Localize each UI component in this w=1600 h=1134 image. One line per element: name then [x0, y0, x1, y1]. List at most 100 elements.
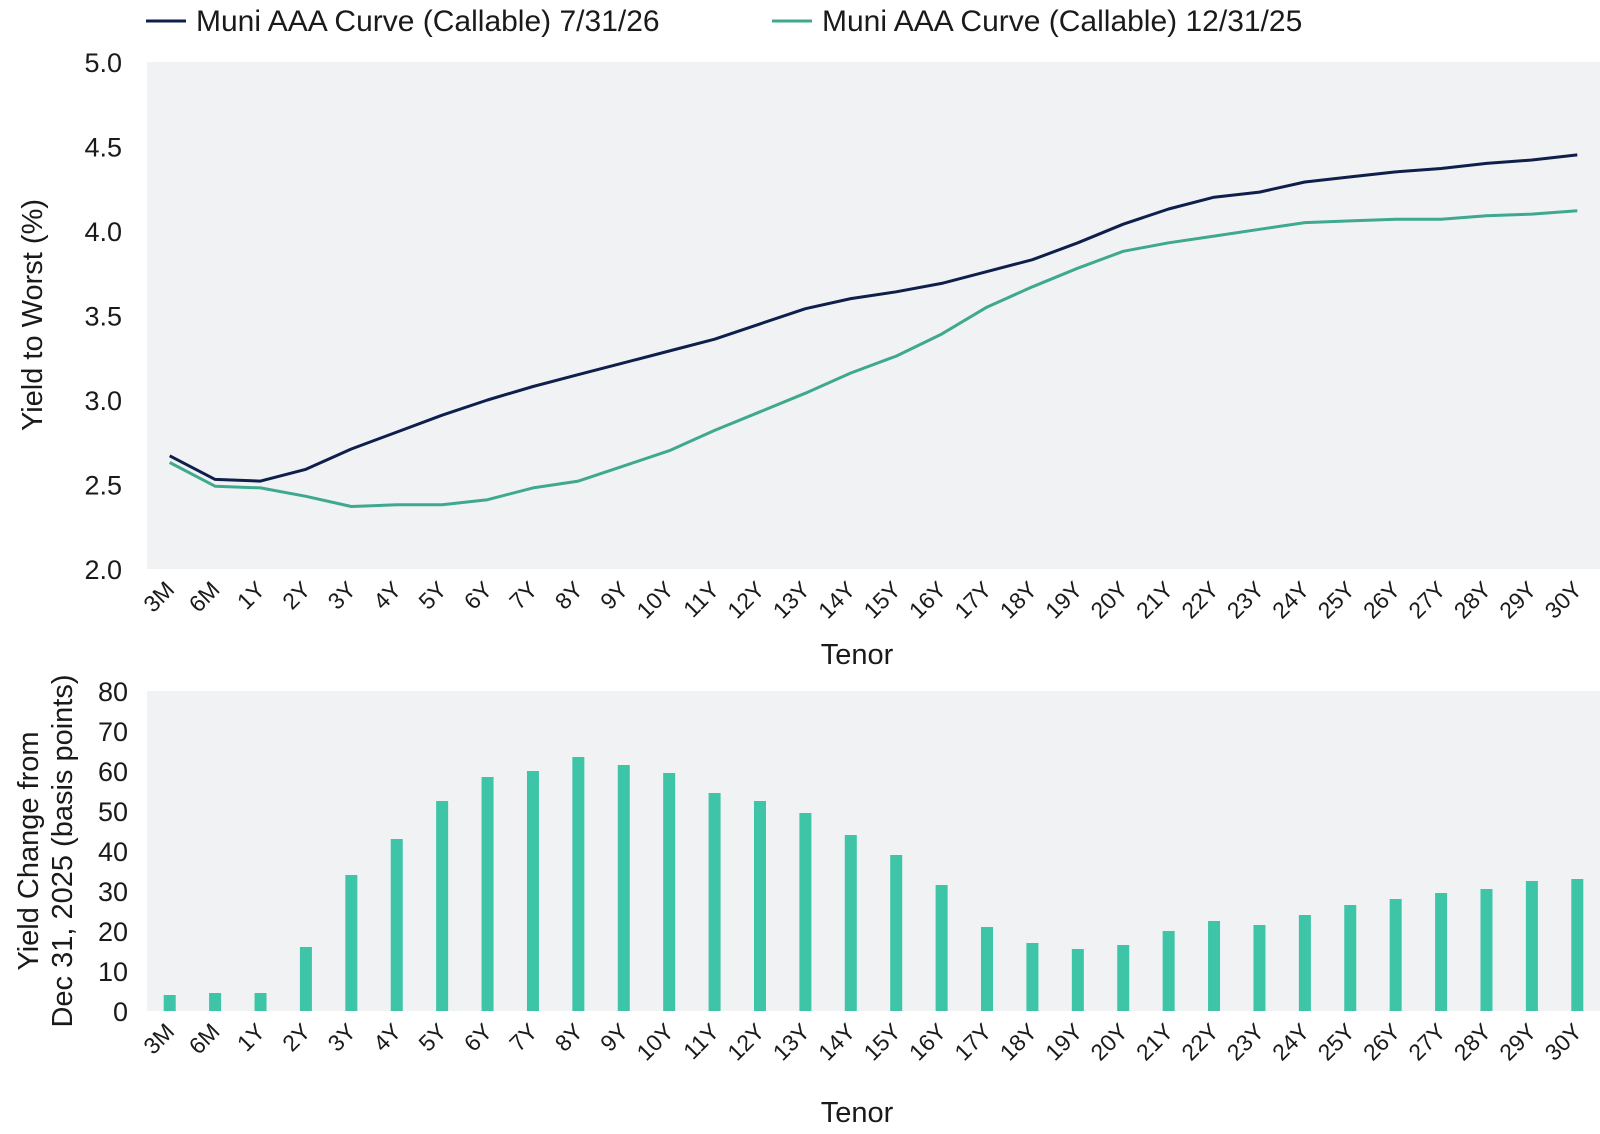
x-tick-label: 6M: [184, 1018, 225, 1059]
y-tick-label: 30: [98, 877, 128, 907]
y-tick-label: 3.0: [84, 386, 122, 416]
x-tick-label: 18Y: [995, 576, 1042, 623]
x-tick-label: 3M: [138, 576, 179, 617]
y-tick-label: 60: [98, 757, 128, 787]
x-tick-label: 13Y: [768, 1018, 815, 1065]
bar: [300, 947, 312, 1011]
bar: [1026, 943, 1038, 1011]
x-tick-label: 28Y: [1449, 1018, 1496, 1065]
x-tick-label: 4Y: [368, 1018, 406, 1056]
bar: [799, 813, 811, 1011]
x-tick-label: 12Y: [722, 576, 769, 623]
bar: [572, 757, 584, 1011]
bar: [663, 773, 675, 1011]
y-tick-label: 0: [113, 997, 128, 1027]
bar: [1390, 899, 1402, 1011]
y-tick-label: 80: [98, 677, 128, 707]
y-tick-label: 20: [98, 917, 128, 947]
x-tick-label: 17Y: [949, 1018, 996, 1065]
x-axis-title: Tenor: [821, 639, 894, 671]
x-tick-label: 13Y: [768, 576, 815, 623]
bar: [209, 993, 221, 1011]
bar: [1163, 931, 1175, 1011]
y-tick-label: 50: [98, 797, 128, 827]
y-axis-title-line: Dec 31, 2025 (basis points): [47, 674, 79, 1027]
y-tick-label: 4.5: [84, 133, 122, 163]
y-axis-title: Yield to Worst (%): [17, 199, 49, 431]
x-tick-label: 3Y: [323, 1018, 361, 1056]
bar: [1344, 905, 1356, 1011]
bar: [436, 801, 448, 1011]
x-tick-label: 4Y: [368, 576, 406, 614]
x-tick-label: 23Y: [1222, 576, 1269, 623]
bar: [527, 771, 539, 1011]
x-tick-label: 26Y: [1358, 1018, 1405, 1065]
x-tick-label: 16Y: [904, 576, 951, 623]
x-tick-label: 14Y: [813, 576, 860, 623]
bar: [936, 885, 948, 1011]
x-tick-label: 17Y: [949, 576, 996, 623]
bar: [754, 801, 766, 1011]
x-tick-label: 14Y: [813, 1018, 860, 1065]
y-axis-title-line: Yield Change from: [13, 731, 45, 970]
x-tick-label: 7Y: [504, 1018, 542, 1056]
bar: [1299, 915, 1311, 1011]
x-tick-label: 10Y: [631, 1018, 678, 1065]
bar-plot-area: [147, 691, 1600, 1011]
x-tick-label: 18Y: [995, 1018, 1042, 1065]
bar: [345, 875, 357, 1011]
y-tick-label: 2.5: [84, 471, 122, 501]
x-tick-label: 28Y: [1449, 576, 1496, 623]
x-tick-label: 5Y: [413, 1018, 451, 1056]
x-tick-label: 8Y: [550, 576, 588, 614]
line-plot-area: [147, 62, 1600, 569]
x-tick-label: 25Y: [1312, 576, 1359, 623]
legend-label-2: Muni AAA Curve (Callable) 12/31/25: [822, 5, 1302, 38]
bar: [1571, 879, 1583, 1011]
x-tick-label: 25Y: [1312, 1018, 1359, 1065]
x-tick-label: 22Y: [1176, 1018, 1223, 1065]
y-tick-label: 70: [98, 717, 128, 747]
x-tick-label: 20Y: [1085, 576, 1132, 623]
x-tick-label: 8Y: [550, 1018, 588, 1056]
bar: [709, 793, 721, 1011]
x-tick-label: 1Y: [232, 576, 270, 614]
x-tick-label: 21Y: [1131, 1018, 1178, 1065]
y-tick-label: 3.5: [84, 302, 122, 332]
bar: [890, 855, 902, 1011]
x-tick-label: 19Y: [1040, 576, 1087, 623]
x-axis-title: Tenor: [821, 1097, 894, 1129]
x-tick-label: 29Y: [1494, 1018, 1541, 1065]
bar: [482, 777, 494, 1011]
x-tick-label: 6M: [184, 576, 225, 617]
bar: [1480, 889, 1492, 1011]
bar: [1072, 949, 1084, 1011]
x-tick-label: 16Y: [904, 1018, 951, 1065]
x-tick-label: 24Y: [1267, 576, 1314, 623]
x-tick-label: 2Y: [277, 576, 315, 614]
x-tick-label: 27Y: [1403, 1018, 1450, 1065]
x-tick-label: 20Y: [1085, 1018, 1132, 1065]
x-tick-label: 3Y: [323, 576, 361, 614]
x-tick-label: 26Y: [1358, 576, 1405, 623]
y-tick-label: 5.0: [84, 48, 122, 78]
bar: [391, 839, 403, 1011]
x-tick-label: 6Y: [459, 1018, 497, 1056]
y-tick-label: 10: [98, 957, 128, 987]
x-tick-label: 9Y: [595, 576, 633, 614]
bar: [1253, 925, 1265, 1011]
y-tick-label: 40: [98, 837, 128, 867]
bar: [845, 835, 857, 1011]
legend-label-1: Muni AAA Curve (Callable) 7/31/26: [196, 5, 660, 38]
bar: [1117, 945, 1129, 1011]
x-tick-label: 27Y: [1403, 576, 1450, 623]
x-tick-label: 21Y: [1131, 576, 1178, 623]
x-tick-label: 15Y: [858, 576, 905, 623]
x-tick-label: 30Y: [1540, 576, 1587, 623]
y-axis-title: Yield Change fromDec 31, 2025 (basis poi…: [13, 674, 79, 1027]
bar: [164, 995, 176, 1011]
x-tick-label: 3M: [138, 1018, 179, 1059]
bar: [1435, 893, 1447, 1011]
x-tick-label: 11Y: [678, 576, 724, 622]
